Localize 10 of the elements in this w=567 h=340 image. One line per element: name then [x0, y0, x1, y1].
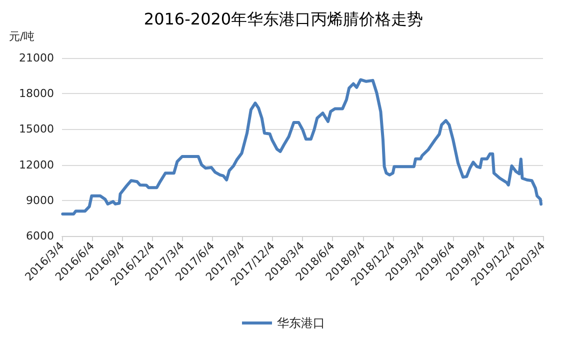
y-tick-label: 15000 [19, 122, 54, 136]
line-series [61, 78, 543, 216]
y-tick-label: 9000 [26, 194, 54, 207]
legend-label: 华东港口 [277, 316, 325, 330]
y-tick-label: 12000 [19, 158, 54, 172]
y-axis-title: 元/吨 [9, 30, 35, 43]
chart-title: 2016-2020年华东港口丙烯腈价格走势 [144, 10, 424, 28]
y-tick-label: 6000 [26, 230, 54, 242]
y-tick-label: 18000 [19, 87, 54, 100]
y-tick-label: 21000 [19, 52, 54, 64]
